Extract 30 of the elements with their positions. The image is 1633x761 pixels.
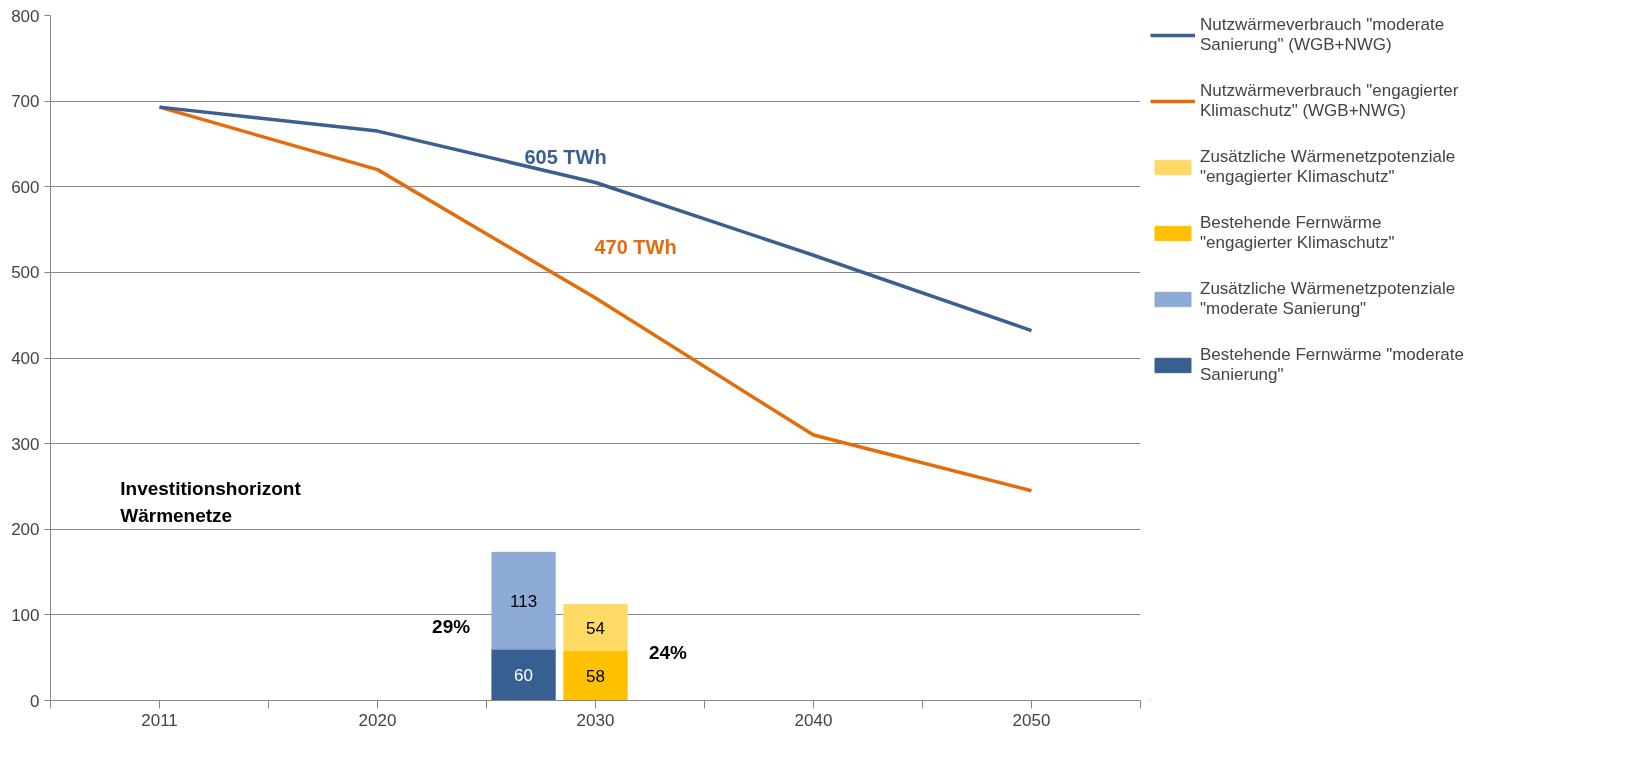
legend-label: Nutzwärmeverbrauch "moderate Sanierung" (WGB+NWG) [1200, 15, 1445, 55]
legend-label: Bestehende Fernwärme "engagierter Klimaschutz" [1200, 213, 1395, 253]
legend-label: Bestehende Fernwärme "moderate Sanierung" [1200, 345, 1465, 385]
line-series [157, 105, 1034, 333]
annotation: 29% [432, 615, 471, 637]
x-tick-label: 2040 [794, 710, 833, 730]
y-tick-label: 400 [11, 349, 40, 368]
x-tick-label: 2050 [1012, 710, 1051, 730]
y-tick-label: 0 [30, 691, 40, 711]
annotation: Investitionshorizont Wärmenetze [120, 477, 302, 526]
data-label: 54 [586, 618, 605, 638]
legend-label: Zusätzliche Wärmenetzpotenziale "moderate Sanierung" [1200, 279, 1456, 319]
annotation: 470 TWh [594, 236, 677, 259]
annotation: 24% [648, 642, 688, 664]
y-tick-label: 100 [11, 605, 40, 625]
x-tick-label: 2011 [141, 710, 178, 730]
y-tick-label: 800 [11, 6, 40, 26]
x-tick-label: 2020 [358, 710, 397, 730]
data-label: 60 [514, 665, 534, 685]
legend-label: Nutzwärmeverbrauch "engagierter Klimaschutz" (WGB+NWG) [1200, 81, 1459, 121]
y-tick-label: 600 [11, 177, 40, 197]
annotation: 605 TWh [524, 146, 607, 169]
data-label: 113 [510, 591, 538, 611]
y-tick-label: 700 [11, 92, 40, 112]
y-tick-label: 200 [11, 520, 40, 540]
x-tick-label: 2030 [576, 710, 615, 730]
y-tick-label: 300 [11, 434, 40, 454]
data-label: 58 [586, 666, 605, 686]
y-tick-label: 500 [11, 263, 40, 283]
legend-label: Zusätzliche Wärmenetzpotenziale "engagierter Klimaschutz" [1200, 147, 1456, 187]
